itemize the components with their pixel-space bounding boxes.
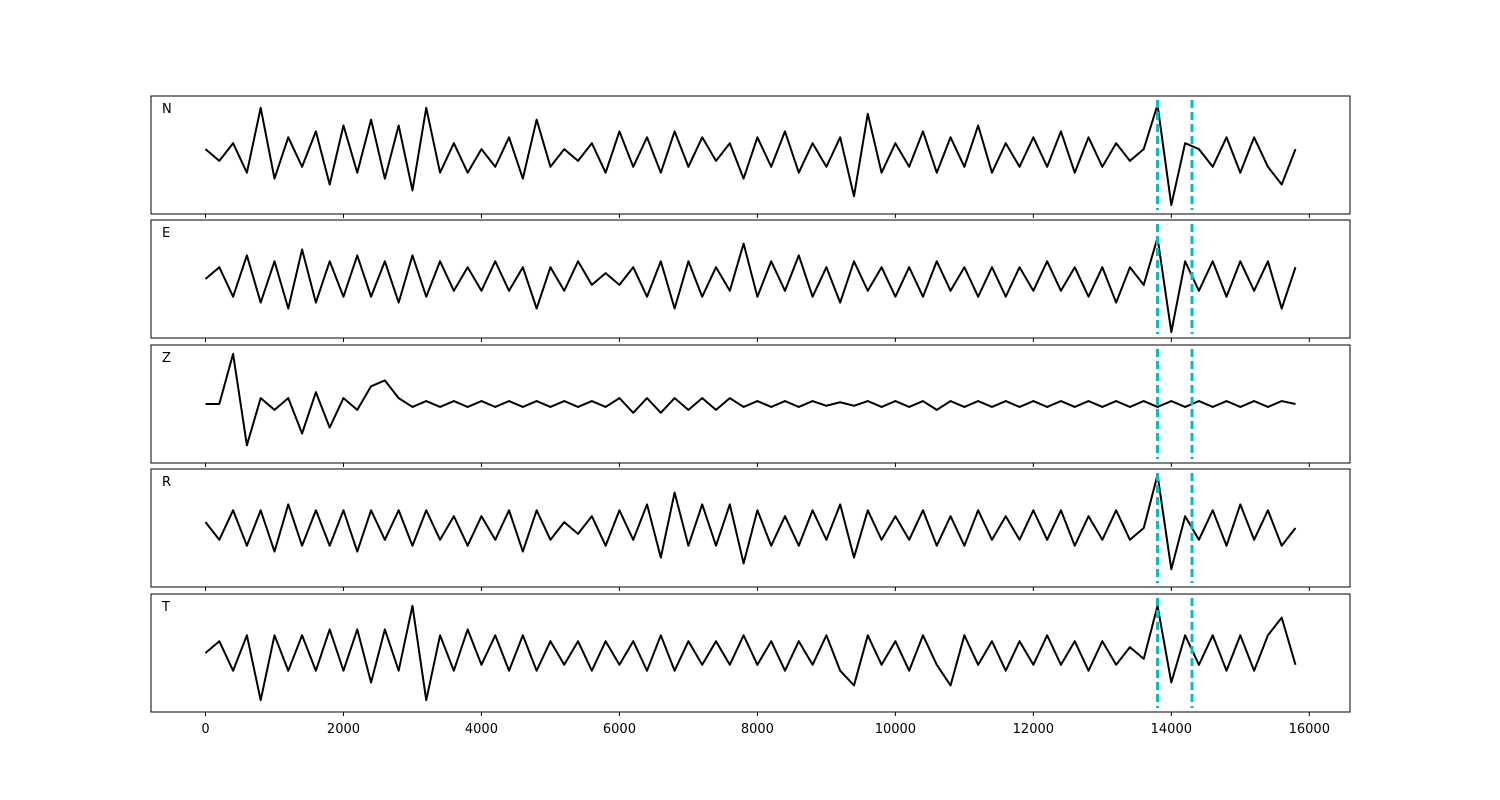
x-tick-label: 8000	[741, 722, 774, 737]
x-tick-label: 14000	[1151, 722, 1192, 737]
x-tick-label: 6000	[603, 722, 636, 737]
x-tick-label: 4000	[465, 722, 498, 737]
panel-label: E	[162, 226, 170, 241]
trace	[204, 103, 1297, 207]
x-tick-label: 2000	[327, 722, 360, 737]
trace	[204, 473, 1297, 571]
axes-frame	[150, 344, 1351, 464]
panel-label: T	[161, 600, 170, 615]
trace	[204, 236, 1297, 334]
trace	[204, 604, 1297, 702]
panel-label: Z	[162, 351, 171, 366]
axes-frame	[150, 593, 1351, 713]
x-tick-label: 12000	[1013, 722, 1054, 737]
axes-frame	[150, 468, 1351, 588]
panel-label: R	[162, 475, 171, 490]
axes-frame	[150, 95, 1351, 215]
axes-frame	[150, 219, 1351, 339]
x-tick-label: 0	[201, 722, 209, 737]
panel-label: N	[162, 102, 172, 117]
trace	[205, 352, 1296, 447]
x-tick-label: 10000	[875, 722, 916, 737]
x-tick-label: 16000	[1289, 722, 1330, 737]
